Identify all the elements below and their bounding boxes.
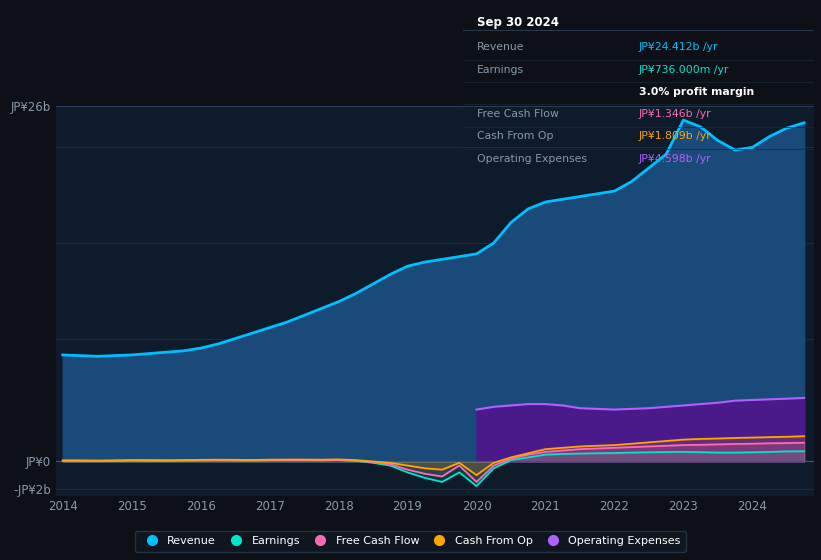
Text: Free Cash Flow: Free Cash Flow bbox=[477, 109, 559, 119]
Text: JP¥1.809b /yr: JP¥1.809b /yr bbox=[639, 132, 712, 142]
Text: 3.0% profit margin: 3.0% profit margin bbox=[639, 87, 754, 97]
Text: JP¥4.598b /yr: JP¥4.598b /yr bbox=[639, 154, 711, 164]
Text: Sep 30 2024: Sep 30 2024 bbox=[477, 16, 559, 29]
Legend: Revenue, Earnings, Free Cash Flow, Cash From Op, Operating Expenses: Revenue, Earnings, Free Cash Flow, Cash … bbox=[135, 530, 686, 552]
Text: Operating Expenses: Operating Expenses bbox=[477, 154, 587, 164]
Text: Revenue: Revenue bbox=[477, 42, 525, 52]
Text: JP¥736.000m /yr: JP¥736.000m /yr bbox=[639, 64, 729, 74]
Text: Cash From Op: Cash From Op bbox=[477, 132, 553, 142]
Text: JP¥1.346b /yr: JP¥1.346b /yr bbox=[639, 109, 711, 119]
Text: JP¥24.412b /yr: JP¥24.412b /yr bbox=[639, 42, 718, 52]
Text: Earnings: Earnings bbox=[477, 64, 525, 74]
